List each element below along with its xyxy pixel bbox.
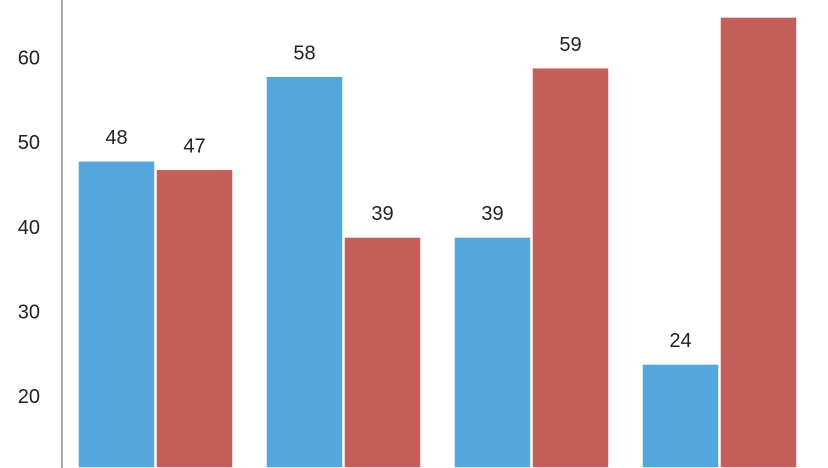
bar [77, 160, 156, 468]
y-tick-label: 20 [18, 386, 40, 408]
bar [155, 168, 234, 468]
value-label: 39 [481, 203, 503, 225]
value-label: 48 [105, 127, 127, 149]
bar [641, 363, 720, 468]
value-label: 24 [669, 330, 691, 352]
y-tick-label: 40 [18, 217, 40, 239]
value-label: 39 [371, 203, 393, 225]
bar [343, 236, 422, 468]
value-label: 59 [559, 34, 581, 56]
y-tick-label: 50 [18, 132, 40, 154]
value-label: 58 [293, 42, 315, 64]
bar [719, 16, 798, 468]
value-label: 47 [183, 136, 205, 158]
bar [531, 66, 610, 468]
bar [265, 75, 344, 468]
bar [453, 236, 532, 468]
y-tick-label: 30 [18, 301, 40, 323]
y-tick-label: 60 [18, 48, 40, 70]
value-label: 65 [747, 0, 769, 5]
